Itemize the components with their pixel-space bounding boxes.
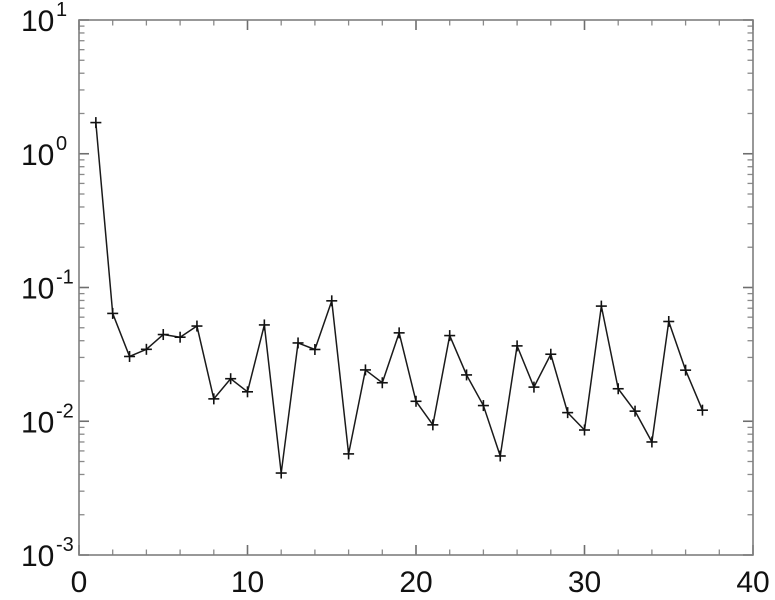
svg-text:10: 10 xyxy=(21,5,54,38)
data-point-marker xyxy=(410,395,422,407)
svg-text:10: 10 xyxy=(21,540,54,573)
y-tick-label: 10 -2 xyxy=(21,400,74,439)
y-tick-label: 10 -1 xyxy=(21,267,74,306)
data-point-marker xyxy=(663,315,675,327)
data-point-marker xyxy=(242,386,253,398)
svg-text:-2: -2 xyxy=(56,400,74,422)
svg-text:0: 0 xyxy=(56,133,67,155)
data-point-marker xyxy=(309,343,321,355)
x-tick-label: 40 xyxy=(736,566,769,599)
data-point-marker xyxy=(461,369,473,381)
svg-text:-3: -3 xyxy=(56,534,74,556)
x-tick-label: 0 xyxy=(71,566,88,599)
svg-text:1: 1 xyxy=(56,0,67,21)
data-point-marker xyxy=(629,405,641,417)
svg-text:-1: -1 xyxy=(56,267,74,289)
data-point-marker xyxy=(511,340,523,352)
x-tick-label: 10 xyxy=(231,566,264,599)
data-point-marker xyxy=(427,419,439,431)
x-tick-label: 20 xyxy=(399,566,432,599)
data-point-marker xyxy=(124,350,136,362)
data-point-marker xyxy=(595,300,607,312)
y-tick-label: 10 -3 xyxy=(21,534,74,573)
data-point-marker xyxy=(393,327,405,339)
data-point-marker xyxy=(579,424,590,436)
data-point-marker xyxy=(545,348,557,360)
data-point-marker xyxy=(376,377,388,389)
data-point-marker xyxy=(562,407,574,419)
data-point-marker xyxy=(680,364,692,376)
data-point-marker xyxy=(157,329,169,341)
data-point-marker xyxy=(191,320,203,332)
data-point-marker xyxy=(107,307,119,319)
data-point-marker xyxy=(646,436,658,448)
svg-text:10: 10 xyxy=(21,139,54,172)
plot-frame xyxy=(78,19,754,556)
data-point-marker xyxy=(174,331,186,343)
axis-labels-layer: 10 110 010 -110 -210 -30 10 20 30 40 xyxy=(21,0,770,599)
data-series-layer xyxy=(90,117,708,479)
svg-text:10: 10 xyxy=(21,273,54,306)
data-point-marker xyxy=(528,381,540,393)
svg-text:10: 10 xyxy=(21,406,54,439)
data-point-marker xyxy=(696,404,708,416)
data-point-marker xyxy=(359,364,371,376)
data-point-marker xyxy=(343,448,355,460)
data-point-marker xyxy=(225,373,237,385)
data-point-marker xyxy=(444,330,456,342)
data-point-marker xyxy=(208,393,220,405)
data-point-marker xyxy=(494,450,506,462)
data-line xyxy=(95,121,704,474)
data-point-marker xyxy=(275,467,287,479)
y-tick-label: 10 0 xyxy=(21,133,67,172)
y-tick-label: 10 1 xyxy=(21,0,67,38)
data-point-marker xyxy=(140,343,152,355)
x-tick-label: 30 xyxy=(568,566,601,599)
data-point-marker xyxy=(477,400,489,412)
data-point-marker xyxy=(292,337,304,349)
data-point-marker xyxy=(612,383,624,395)
data-point-marker xyxy=(258,319,270,331)
axis-frame-layer xyxy=(78,19,754,556)
data-point-marker xyxy=(90,117,102,129)
axis-ticks-layer xyxy=(78,19,754,556)
data-point-marker xyxy=(326,295,338,307)
